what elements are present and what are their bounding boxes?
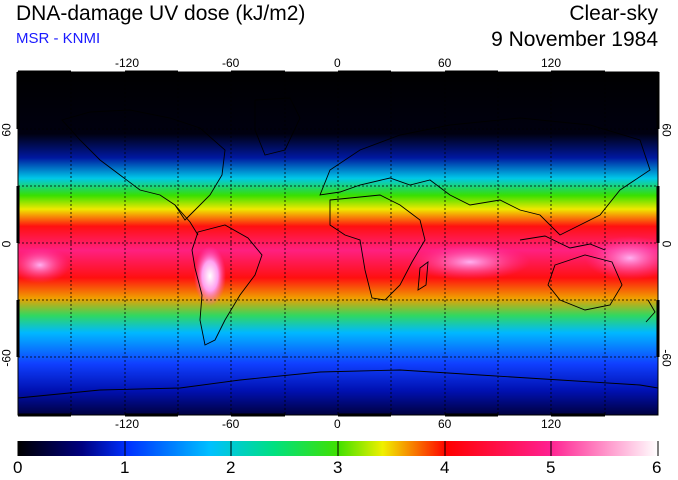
lat-tick-right: 60 <box>659 123 674 137</box>
colorbar-label: 5 <box>546 458 556 477</box>
page-title: DNA-damage UV dose (kJ/m2) <box>16 2 306 25</box>
lon-tick-bottom: 0 <box>334 417 341 431</box>
lon-tick-bottom: -60 <box>222 417 240 431</box>
lon-tick-top: 120 <box>541 56 562 70</box>
source-label: MSR - KNMI <box>16 30 101 47</box>
coastline-north-america <box>61 109 226 221</box>
coastline-antarctica <box>18 369 658 399</box>
map-border-ticks <box>16 70 660 417</box>
lat-tick-left: 0 <box>0 240 14 248</box>
lon-tick-bottom: 60 <box>438 417 452 431</box>
lat-tick-left: -60 <box>0 349 14 367</box>
coastline-eurasia <box>319 117 651 236</box>
coastline-madagascar <box>417 261 429 291</box>
colorbar-label: 1 <box>120 458 130 477</box>
hotspot-pacific-west <box>18 247 70 283</box>
colorbar-label: 6 <box>652 458 662 477</box>
uv-field <box>18 72 658 415</box>
lon-tick-top: 0 <box>334 56 341 70</box>
coastline-south-america <box>191 224 263 346</box>
colorbar-label: 2 <box>226 458 236 477</box>
date-label: 9 November 1984 <box>491 28 658 51</box>
lat-tick-left: 60 <box>0 123 14 137</box>
graticule <box>18 72 658 415</box>
colorbar-label: 0 <box>13 458 23 477</box>
coastline-australia <box>547 254 623 311</box>
lon-tick-top: 60 <box>438 56 452 70</box>
lat-tick-right: 0 <box>659 240 674 248</box>
colorbar-label: 3 <box>333 458 343 477</box>
lon-tick-bottom: 120 <box>541 417 562 431</box>
lon-tick-top: -60 <box>222 56 240 70</box>
hotspot-andes <box>194 246 226 306</box>
coastline-maritime-asia <box>519 235 606 251</box>
colorbar-ticks <box>17 441 659 456</box>
hotspot-indian-ocean <box>410 244 530 280</box>
coastline-central-america <box>174 204 199 236</box>
coastline-new-zealand <box>645 299 656 323</box>
sky-condition-label: Clear-sky <box>569 2 658 25</box>
hotspot-australia <box>585 236 658 280</box>
colorbar-label: 4 <box>440 458 450 477</box>
lon-tick-top: -120 <box>115 56 140 70</box>
lon-tick-bottom: -120 <box>115 417 140 431</box>
lat-tick-right: -60 <box>659 349 674 367</box>
coastline-africa <box>329 194 426 301</box>
